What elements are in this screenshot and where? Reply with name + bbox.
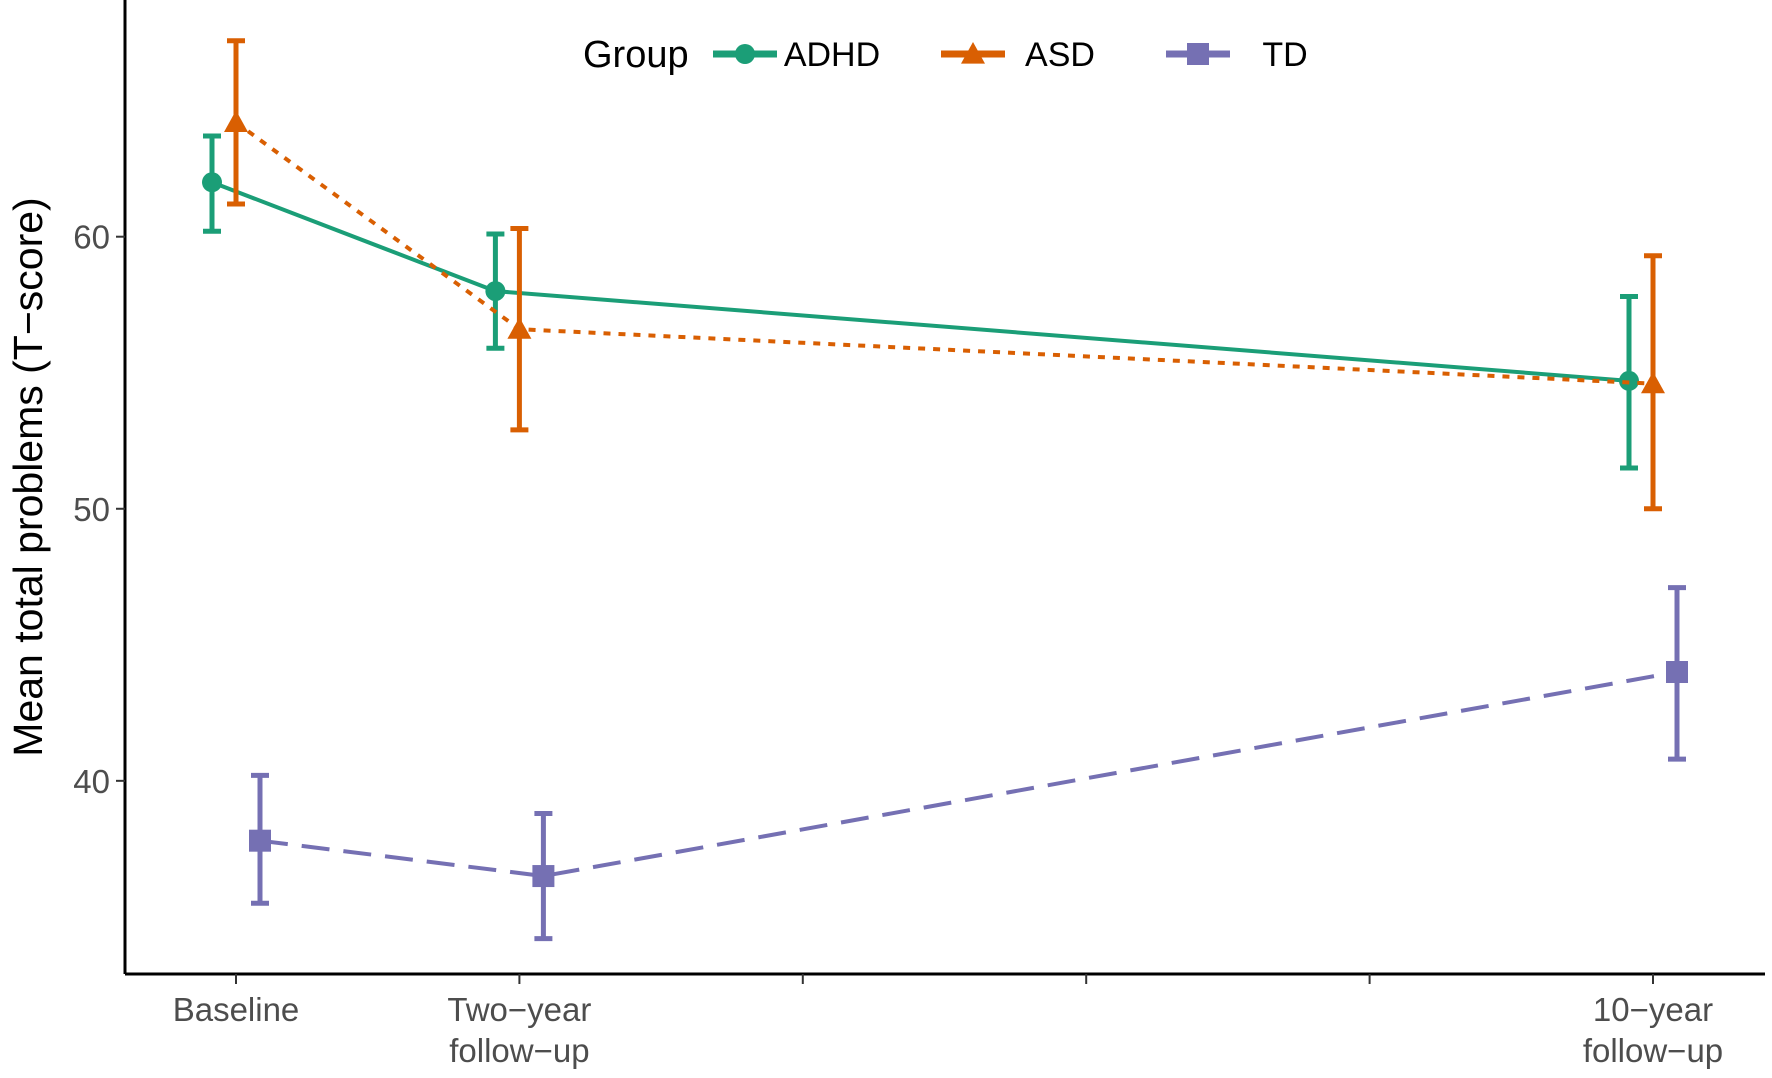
x-tick-label: Two−year (447, 991, 591, 1028)
data-point (507, 317, 532, 339)
series-line-adhd (211, 180, 1630, 383)
y-tick-label: 40 (73, 763, 110, 800)
x-tick-label: follow−up (449, 1032, 589, 1069)
legend-item-adhd: ADHD (713, 36, 880, 74)
legend-item-td: TD (1166, 36, 1308, 74)
data-point (532, 865, 555, 888)
data-point (485, 281, 506, 302)
x-tick-label: follow−up (1583, 1032, 1723, 1069)
data-point (249, 829, 271, 852)
data-point (1641, 371, 1665, 394)
legend-marker (735, 44, 755, 64)
data-point (202, 172, 222, 193)
data-point (1666, 661, 1688, 684)
y-axis-title: Mean total problems (T−score) (5, 197, 51, 756)
y-tick-label: 60 (73, 219, 110, 256)
axes: 40 50 60 Baseline Two−year follow−up 10−year fo… (5, 0, 1765, 1069)
data-point (224, 110, 248, 133)
series-td (249, 585, 1688, 942)
data-series (202, 38, 1688, 942)
series-asd (224, 38, 1665, 512)
legend-label: ASD (1025, 36, 1095, 74)
series-line-asd (234, 120, 1654, 386)
legend-marker (961, 42, 985, 64)
legend-label: ADHD (784, 36, 880, 74)
x-tick-label: Baseline (173, 991, 300, 1028)
legend-label: TD (1262, 36, 1307, 74)
legend-item-asd: ASD (941, 36, 1095, 74)
x-tick-label: 10−year (1593, 991, 1713, 1028)
legend: Group ADHD ASD TD (583, 34, 1308, 76)
series-line-td (259, 670, 1678, 879)
legend-marker (1187, 43, 1209, 65)
y-tick-label: 50 (73, 491, 110, 528)
legend-title: Group (583, 34, 689, 76)
series-adhd (202, 133, 1639, 471)
